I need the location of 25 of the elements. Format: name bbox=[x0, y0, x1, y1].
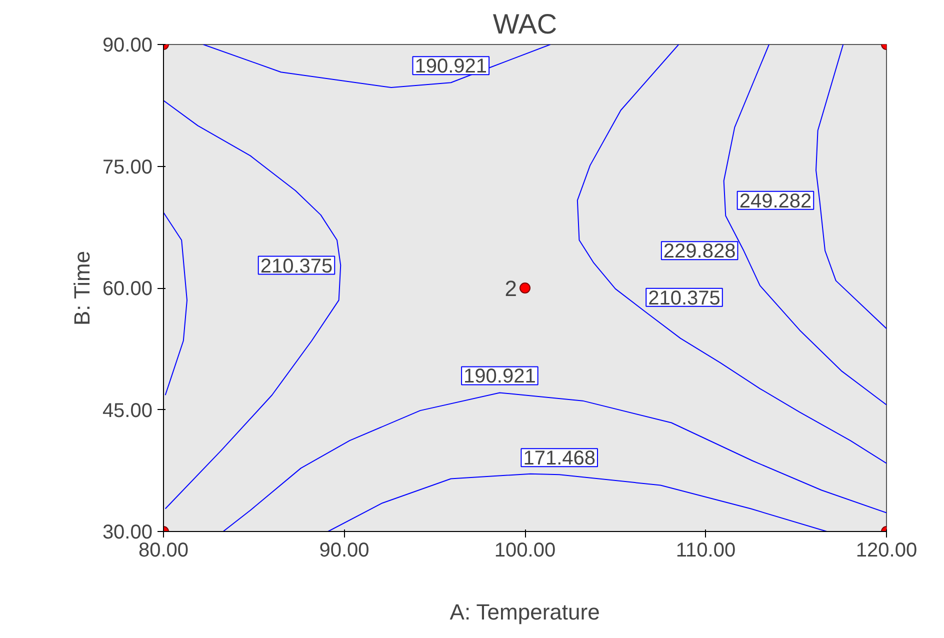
line-series bbox=[164, 212, 188, 396]
series-label: 229.828 bbox=[663, 240, 736, 263]
y-tick-label: 90.00 bbox=[102, 34, 153, 56]
series-label: 210.375 bbox=[648, 287, 720, 310]
y-tick-label: 45.00 bbox=[102, 400, 153, 422]
line-series bbox=[222, 392, 886, 532]
line-series bbox=[816, 44, 886, 330]
x-tick-label: 120.00 bbox=[856, 540, 918, 562]
x-tick-label: 100.00 bbox=[494, 540, 556, 562]
annotation: 2 bbox=[504, 276, 518, 301]
x-tick-label: 110.00 bbox=[676, 540, 736, 562]
line-series bbox=[164, 100, 342, 510]
series-label: 190.921 bbox=[464, 366, 536, 388]
line-series bbox=[327, 473, 828, 532]
y-tick-label: 60.00 bbox=[102, 278, 153, 300]
series-label: 171.468 bbox=[523, 448, 596, 470]
chart-title: WAC bbox=[492, 8, 558, 40]
x-axis-title: A: Temperature bbox=[450, 600, 600, 624]
y-axis-title: B: Time bbox=[69, 250, 94, 326]
line-series bbox=[202, 44, 551, 88]
x-tick-label: 90.00 bbox=[319, 540, 370, 562]
y-tick-label: 75.00 bbox=[102, 156, 153, 178]
series-label: 249.282 bbox=[739, 190, 812, 212]
series-label: 190.921 bbox=[414, 56, 488, 78]
series-label: 210.375 bbox=[260, 255, 333, 278]
